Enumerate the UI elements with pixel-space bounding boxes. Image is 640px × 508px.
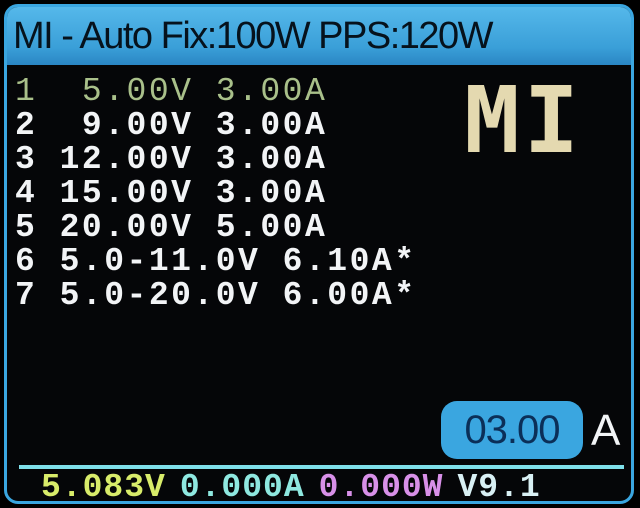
pdo-row-4[interactable]: 4 15.00V 3.00A	[15, 177, 417, 211]
status-bar: 5.083V 0.000A 0.000W V9.1	[41, 469, 541, 504]
pdo-list: 1 5.00V 3.00A 2 9.00V 3.00A 3 12.00V 3.0…	[15, 75, 417, 313]
pdo-row-6[interactable]: 6 5.0-11.0V 6.10A*	[15, 245, 417, 279]
current-unit: A	[591, 406, 621, 455]
current-readout: 0.000A	[179, 469, 305, 504]
pdo-index: 1	[15, 73, 38, 110]
device-screen: MI - Auto Fix:100W PPS:120W 1 5.00V 3.00…	[4, 4, 634, 504]
pdo-current: 3.00A	[215, 73, 328, 110]
pdo-row-7[interactable]: 7 5.0-20.0V 6.00A*	[15, 279, 417, 313]
pdo-index: 6	[15, 243, 38, 280]
pdo-voltage: 5.0-20.0V	[37, 277, 261, 314]
mode-title: MI - Auto Fix:100W PPS:120W	[7, 7, 631, 65]
pdo-voltage: 5.0-11.0V	[37, 243, 261, 280]
pdo-voltage: 5.00V	[37, 73, 194, 110]
pdo-current: 5.00A	[215, 209, 328, 246]
pdo-row-1[interactable]: 1 5.00V 3.00A	[15, 75, 417, 109]
mi-logo: MI	[464, 67, 583, 174]
pdo-voltage: 15.00V	[37, 175, 194, 212]
pdo-current: 3.00A	[215, 175, 328, 212]
voltage-readout: 5.083V	[41, 469, 166, 504]
pdo-row-3[interactable]: 3 12.00V 3.00A	[15, 143, 417, 177]
pdo-index: 7	[15, 277, 38, 314]
pdo-current: 6.10A*	[282, 243, 417, 280]
pdo-index: 4	[15, 175, 38, 212]
pdo-current: 3.00A	[215, 141, 328, 178]
power-readout: 0.000W	[318, 469, 444, 504]
pdo-voltage: 20.00V	[37, 209, 194, 246]
pdo-row-2[interactable]: 2 9.00V 3.00A	[15, 109, 417, 143]
pdo-index: 5	[15, 209, 38, 246]
pdo-voltage: 12.00V	[37, 141, 194, 178]
pdo-index: 3	[15, 141, 38, 178]
pdo-voltage: 9.00V	[37, 107, 194, 144]
divider	[19, 465, 624, 469]
current-setting-field[interactable]: 03.00	[441, 401, 583, 459]
pdo-index: 2	[15, 107, 38, 144]
pdo-current: 6.00A*	[282, 277, 417, 314]
pdo-row-5[interactable]: 5 20.00V 5.00A	[15, 211, 417, 245]
pdo-current: 3.00A	[215, 107, 328, 144]
firmware-version: V9.1	[457, 469, 541, 504]
